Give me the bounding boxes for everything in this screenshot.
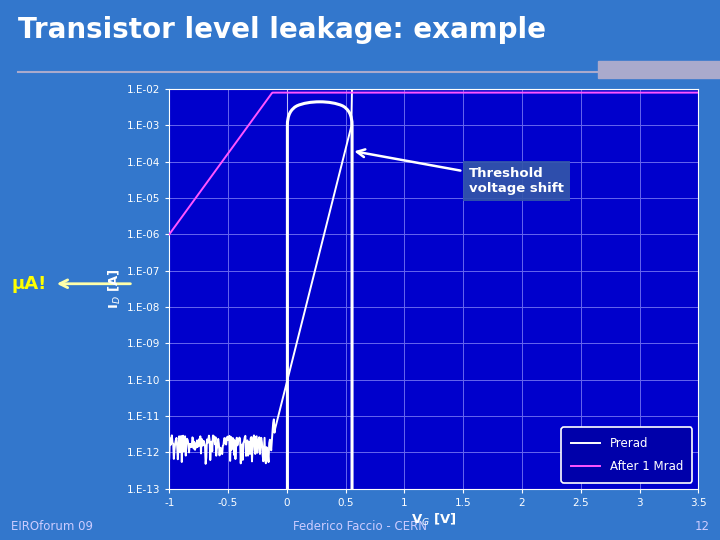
- Text: EIROforum 09: EIROforum 09: [11, 520, 93, 533]
- Text: 12: 12: [694, 520, 709, 533]
- Prerad: [348, 86, 356, 92]
- Prerad: [165, 455, 174, 462]
- Y-axis label: I$_D$ [A]: I$_D$ [A]: [107, 269, 122, 309]
- Text: Federico Faccio - CERN: Federico Faccio - CERN: [293, 520, 427, 533]
- Legend: Prerad, After 1 Mrad: Prerad, After 1 Mrad: [562, 427, 693, 483]
- Text: Transistor level leakage: example: Transistor level leakage: example: [18, 16, 546, 44]
- After 1 Mrad: [165, 231, 174, 238]
- After 1 Mrad: [694, 90, 703, 96]
- Text: Threshold
voltage shift: Threshold voltage shift: [357, 150, 564, 195]
- Prerad: [487, 86, 496, 92]
- Prerad: [567, 86, 576, 92]
- After 1 Mrad: [197, 186, 206, 193]
- Prerad: [202, 461, 210, 467]
- Text: μA!: μA!: [12, 275, 46, 293]
- After 1 Mrad: [503, 90, 511, 96]
- After 1 Mrad: [473, 90, 482, 96]
- After 1 Mrad: [567, 90, 575, 96]
- Bar: [598, 61, 720, 78]
- X-axis label: V$_G$ [V]: V$_G$ [V]: [411, 512, 456, 528]
- Line: After 1 Mrad: After 1 Mrad: [169, 93, 698, 234]
- Prerad: [197, 436, 206, 442]
- After 1 Mrad: [269, 90, 277, 96]
- After 1 Mrad: [487, 90, 495, 96]
- Prerad: [503, 86, 512, 92]
- Prerad: [694, 86, 703, 92]
- Prerad: [622, 86, 631, 92]
- After 1 Mrad: [621, 90, 630, 96]
- Text: NMOS - 0.7 $\mu$m technology - t$_{\rm ox}$ = 17 nm: NMOS - 0.7 $\mu$m technology - t$_{\rm o…: [189, 90, 531, 109]
- Line: Prerad: Prerad: [169, 89, 698, 464]
- Prerad: [474, 86, 482, 92]
